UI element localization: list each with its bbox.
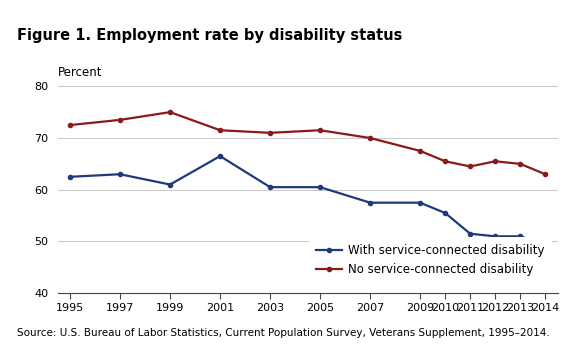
No service-connected disability xyxy=(167,110,174,114)
No service-connected disability xyxy=(217,128,224,132)
With service-connected disability xyxy=(267,185,274,189)
With service-connected disability xyxy=(317,185,324,189)
No service-connected disability xyxy=(442,159,448,163)
With service-connected disability xyxy=(517,234,524,238)
No service-connected disability xyxy=(117,118,124,122)
With service-connected disability xyxy=(167,183,174,187)
With service-connected disability xyxy=(492,234,499,238)
With service-connected disability xyxy=(417,200,424,205)
Text: Percent: Percent xyxy=(58,66,102,79)
Text: Source: U.S. Bureau of Labor Statistics, Current Population Survey, Veterans Sup: Source: U.S. Bureau of Labor Statistics,… xyxy=(17,328,550,338)
No service-connected disability xyxy=(417,149,424,153)
With service-connected disability xyxy=(367,200,374,205)
With service-connected disability xyxy=(467,231,474,236)
Line: No service-connected disability: No service-connected disability xyxy=(68,110,547,176)
With service-connected disability xyxy=(217,154,224,158)
No service-connected disability xyxy=(317,128,324,132)
Legend: With service-connected disability, No service-connected disability: With service-connected disability, No se… xyxy=(309,237,552,283)
Text: Figure 1. Employment rate by disability status: Figure 1. Employment rate by disability … xyxy=(17,28,402,42)
No service-connected disability xyxy=(542,172,549,176)
With service-connected disability xyxy=(542,242,549,246)
With service-connected disability xyxy=(117,172,124,176)
Line: With service-connected disability: With service-connected disability xyxy=(68,154,547,246)
No service-connected disability xyxy=(367,136,374,140)
No service-connected disability xyxy=(492,159,499,163)
With service-connected disability xyxy=(67,175,74,179)
No service-connected disability xyxy=(467,164,474,168)
No service-connected disability xyxy=(267,131,274,135)
With service-connected disability xyxy=(442,211,448,215)
No service-connected disability xyxy=(67,123,74,127)
No service-connected disability xyxy=(517,162,524,166)
